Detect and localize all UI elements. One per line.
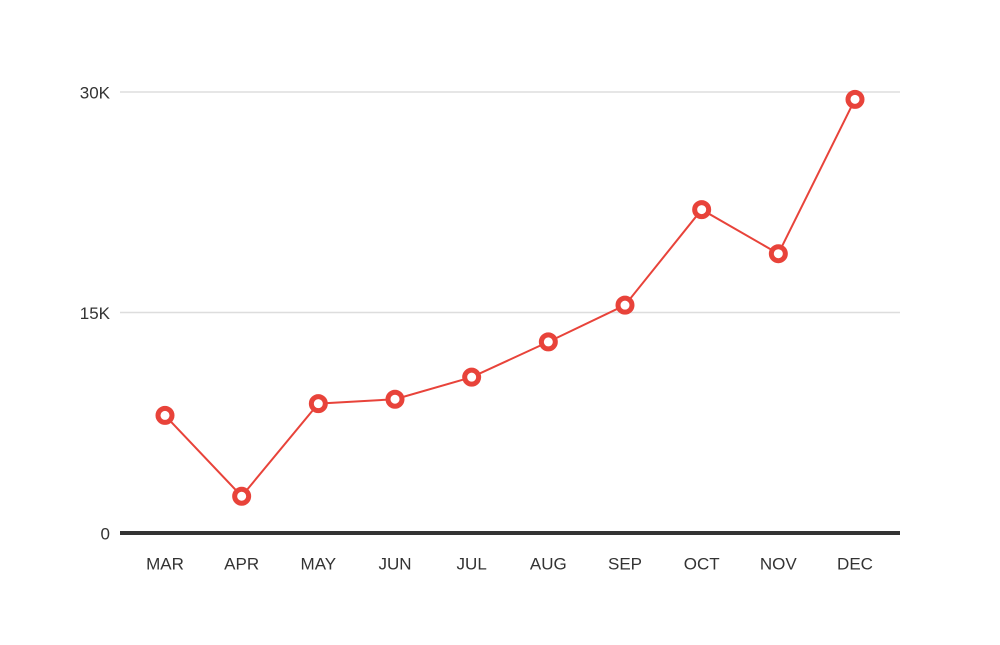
point bbox=[768, 244, 788, 264]
x-tick-label: MAY bbox=[301, 554, 337, 573]
point bbox=[232, 486, 252, 506]
x-tick-label: DEC bbox=[837, 554, 873, 573]
line bbox=[164, 98, 856, 498]
point bbox=[385, 389, 405, 409]
x-tick-label: SEP bbox=[608, 554, 642, 573]
y-tick-label: 15K bbox=[80, 304, 111, 323]
y-tick-label: 30K bbox=[80, 83, 111, 102]
x-tick-label: OCT bbox=[684, 554, 720, 573]
y-tick-label: 0 bbox=[101, 524, 110, 543]
x-tick-label: NOV bbox=[760, 554, 798, 573]
point bbox=[538, 332, 558, 352]
x-tick-label: AUG bbox=[530, 554, 567, 573]
point bbox=[462, 367, 482, 387]
point bbox=[692, 200, 712, 220]
point bbox=[308, 394, 328, 414]
x-tick-label: JUL bbox=[457, 554, 487, 573]
point bbox=[845, 89, 865, 109]
x-tick-label: JUN bbox=[378, 554, 411, 573]
point bbox=[615, 295, 635, 315]
point bbox=[155, 405, 175, 425]
x-tick-label: MAR bbox=[146, 554, 184, 573]
x-tick-label: APR bbox=[224, 554, 259, 573]
